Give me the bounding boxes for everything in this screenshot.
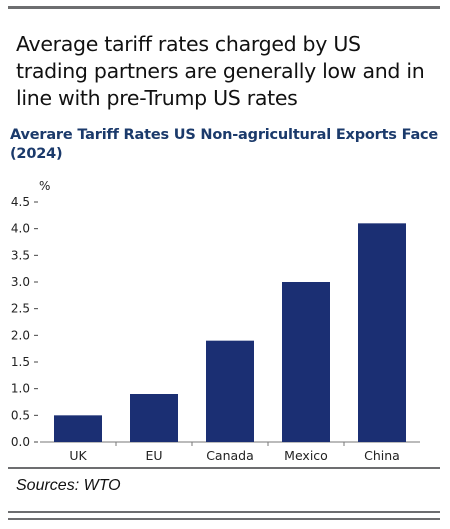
y-tick-label: 1.5 [11,355,30,369]
bar-mexico [282,282,330,442]
bar-china [358,223,406,442]
x-tick-label: Canada [206,448,254,463]
y-tick-label: 4.5 [11,195,30,209]
bar-uk [54,415,102,442]
y-tick-label: 2.0 [11,328,30,342]
y-tick-label: 2.5 [11,302,30,316]
source-note: Sources: WTO [16,477,121,494]
y-tick-label: 1.0 [11,382,30,396]
y-tick-label: 0.5 [11,408,30,422]
y-tick-label: 4.0 [11,222,30,236]
x-tick-label: China [364,448,400,463]
x-tick-label: UK [69,448,87,463]
chart-bottom-rule [8,467,440,469]
x-tick-label: EU [145,448,162,463]
top-rule [8,6,440,9]
y-tick-label: 0.0 [11,435,30,449]
y-tick-label: 3.5 [11,248,30,262]
bar-eu [130,394,178,442]
bar-canada [206,340,254,442]
x-tick-label: Mexico [284,448,328,463]
bar-chart: % 0.0 0.5 1.0 1.5 2.0 2.5 3.0 3.5 4.0 4.5 UK EU Canad… [11,179,420,463]
chart-title: Averare Tariff Rates US Non-agricultural… [10,127,439,162]
bottom-rule [8,511,440,513]
y-tick-label: 3.0 [11,275,30,289]
headline: Average tariff rates charged by US tradi… [16,32,425,110]
y-axis-unit-label: % [39,179,50,193]
bottom-rule-2 [8,518,440,520]
